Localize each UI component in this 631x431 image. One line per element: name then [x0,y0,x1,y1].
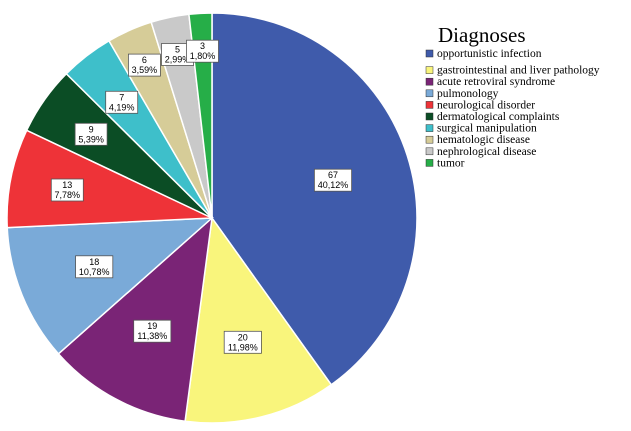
legend-swatch-8 [425,135,434,144]
slice-percent-label: 11,98% [228,342,258,352]
legend-label-7: surgical manipulation [437,123,537,135]
slice-label-box [105,90,139,114]
legend-label-1: opportunistic infection [437,48,542,60]
slice-value-label: 6 [142,55,147,65]
legend-title: Diagnoses [438,23,526,47]
slice-label-10: 31,80% [186,39,219,63]
slice-percent-label: 5,39% [78,134,104,144]
slice-label-box [127,53,161,77]
slice-label-box [133,319,172,343]
slice-percent-label: 40,12% [318,180,349,190]
legend-label-5: neurological disorder [437,99,535,111]
pie-slice-10 [188,12,213,219]
pie-slice-1 [211,12,418,386]
slice-label-6: 95,39% [74,122,108,146]
legend: Diagnoses opportunistic infection gastroi… [425,23,600,169]
slice-value-label: 67 [328,170,338,180]
pie-slice-3 [57,216,214,423]
slice-value-label: 3 [200,41,205,51]
slice-percent-label: 3,59% [132,65,158,75]
legend-label-10: tumor [437,157,465,169]
slice-percent-label: 2,99% [165,55,191,65]
slice-label-box [50,178,84,202]
legend-swatch-4 [425,89,434,98]
pie-slice-2 [184,216,333,424]
legend-swatch-1 [425,49,434,58]
slice-label-7: 74,19% [105,90,139,114]
slice-percent-label: 4,19% [109,102,135,112]
slice-label-box [74,122,108,146]
slice-value-label: 9 [89,124,94,134]
slice-value-label: 7 [119,92,124,102]
legend-swatch-3 [425,77,434,86]
legend-label-8: hematologic disease [437,134,530,146]
legend-label-4: pulmonology [437,88,499,100]
legend-swatch-6 [425,112,434,121]
legend-swatch-10 [425,159,434,167]
slice-label-box [223,330,262,354]
legend-label-3: acute retroviral syndrome [437,76,555,88]
pie-slices [6,12,418,424]
slice-label-box [186,39,219,63]
slice-label-5: 137,78% [50,178,84,202]
slice-value-label: 20 [238,332,248,342]
legend-swatch-9 [425,147,434,156]
slice-label-box [75,255,114,279]
legend-label-6: dermatological complaints [437,111,560,123]
legend-label-2: gastrointestinal and liver pathology [437,65,600,77]
legend-swatch-2 [425,66,434,74]
slice-label-box [313,168,352,192]
slice-value-label: 5 [175,45,180,55]
slice-percent-label: 1,80% [190,51,216,61]
slice-value-label: 19 [147,321,157,331]
legend-swatch-5 [425,101,434,109]
slice-percent-label: 11,38% [137,331,167,341]
slice-value-label: 18 [89,257,99,267]
slice-labels: 6740,12%2011,98%1911,38%1810,78%137,78%9… [50,39,352,354]
slice-value-label: 13 [62,180,72,190]
legend-swatch-7 [425,124,434,132]
pie-slice-4 [6,217,215,355]
slice-percent-label: 10,78% [79,267,110,277]
slice-percent-label: 7,78% [55,190,81,200]
legend-label-9: nephrological disease [437,146,536,158]
slice-label-8: 63,59% [127,53,161,77]
pie-slice-5 [6,129,213,229]
